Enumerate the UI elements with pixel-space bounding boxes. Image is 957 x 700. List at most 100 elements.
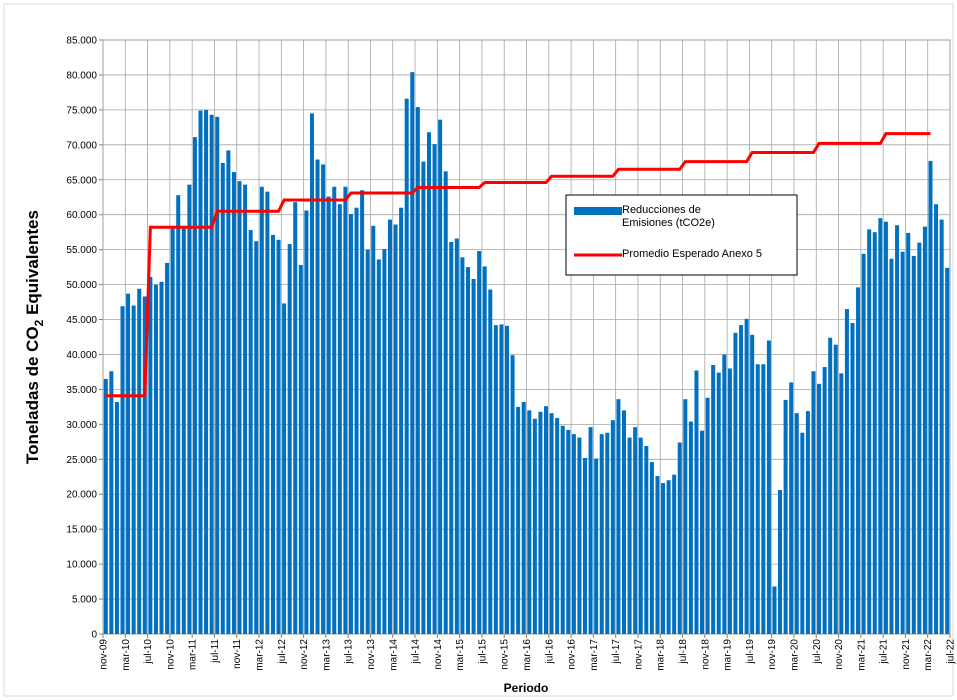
bar [900, 251, 905, 634]
x-tick-label: jul-19 [745, 639, 756, 665]
bar [332, 186, 337, 635]
y-tick-label: 35.000 [66, 385, 97, 396]
x-tick-label: nov-17 [633, 639, 644, 670]
legend-label-box: Promedio Esperado Anexo 5 [622, 248, 763, 260]
bar [633, 427, 638, 634]
bar [716, 372, 721, 634]
bar [861, 253, 866, 634]
bar [939, 219, 944, 634]
bar [226, 150, 231, 634]
x-tick-label: mar-22 [923, 639, 934, 671]
bar [343, 186, 348, 635]
bar [209, 114, 214, 635]
x-tick-label: mar-13 [321, 639, 332, 671]
bar [421, 161, 426, 635]
x-axis-title: Periodo [504, 681, 549, 695]
x-tick-label: nov-09 [99, 639, 110, 670]
x-tick-label: nov-12 [299, 639, 310, 670]
bar [348, 214, 353, 634]
bar [103, 378, 108, 634]
bar [204, 109, 209, 635]
bar [265, 191, 270, 634]
bar [527, 410, 532, 634]
x-tick-label: nov-15 [500, 639, 511, 670]
bar [142, 296, 147, 634]
bar [588, 427, 593, 634]
bar [337, 204, 342, 635]
bar [878, 218, 883, 634]
bar [688, 421, 693, 634]
bar [711, 364, 716, 634]
bar [148, 276, 153, 634]
bar [883, 221, 888, 634]
bar [376, 259, 381, 634]
bar [733, 332, 738, 634]
bar [181, 228, 186, 634]
bar [410, 72, 415, 635]
bar [945, 267, 950, 634]
bar [833, 344, 838, 634]
bar [677, 442, 682, 634]
bar [755, 364, 760, 634]
x-tick-label: jul-17 [611, 639, 622, 665]
y-tick-label: 15.000 [66, 525, 97, 536]
bar [867, 229, 872, 635]
bar [259, 186, 264, 635]
bar [287, 244, 292, 635]
bar [109, 371, 114, 634]
bar [460, 257, 465, 634]
bar [789, 382, 794, 634]
x-tick-label: nov-19 [767, 639, 778, 670]
bar [800, 432, 805, 634]
bar [906, 232, 911, 634]
y-tick-label: 75.000 [66, 105, 97, 116]
bar [360, 190, 365, 634]
bar [872, 232, 877, 635]
bar [114, 401, 119, 634]
bar [844, 309, 849, 634]
line [105, 132, 931, 398]
bar [622, 410, 627, 634]
bar [270, 234, 275, 634]
bar [443, 171, 448, 634]
bar [471, 278, 476, 634]
bar [644, 446, 649, 634]
legend-label: Reducciones de Emisiones (tCO2e) [622, 204, 715, 229]
bar [276, 239, 281, 634]
x-tick-label: jul-22 [946, 639, 957, 665]
y-tick-label: 20.000 [66, 490, 97, 501]
x-tick-label: mar-11 [188, 639, 199, 670]
x-tick-label: jul-20 [812, 639, 823, 665]
x-tick-label: nov-21 [901, 639, 912, 670]
bar [577, 437, 582, 634]
bar [309, 113, 314, 635]
bar [794, 413, 799, 634]
y-tick-label: 85.000 [66, 36, 97, 47]
bar [610, 420, 615, 634]
bar [772, 586, 777, 634]
x-tick-label: mar-14 [388, 639, 399, 671]
bar [387, 219, 392, 634]
x-tick-label: mar-20 [789, 639, 800, 671]
x-tick-label: nov-10 [165, 639, 176, 670]
y-tick-label: 30.000 [66, 420, 97, 431]
bar [298, 265, 303, 634]
bar [488, 289, 493, 634]
bar [839, 373, 844, 634]
bar [922, 226, 927, 634]
bar [354, 207, 359, 634]
bar [399, 207, 404, 634]
bar [532, 418, 537, 634]
bar [220, 162, 225, 635]
bar [739, 325, 744, 634]
bar [538, 411, 543, 634]
bar [454, 238, 459, 634]
bar [237, 181, 242, 634]
x-tick-label: mar-16 [522, 639, 533, 671]
legend-label: Promedio Esperado Anexo 5 [622, 248, 763, 260]
y-title-part: Equivalentes [23, 210, 42, 320]
bar [159, 281, 164, 634]
bar [521, 401, 526, 634]
y-tick-label: 65.000 [66, 175, 97, 186]
x-tick-label: mar-15 [455, 639, 466, 671]
